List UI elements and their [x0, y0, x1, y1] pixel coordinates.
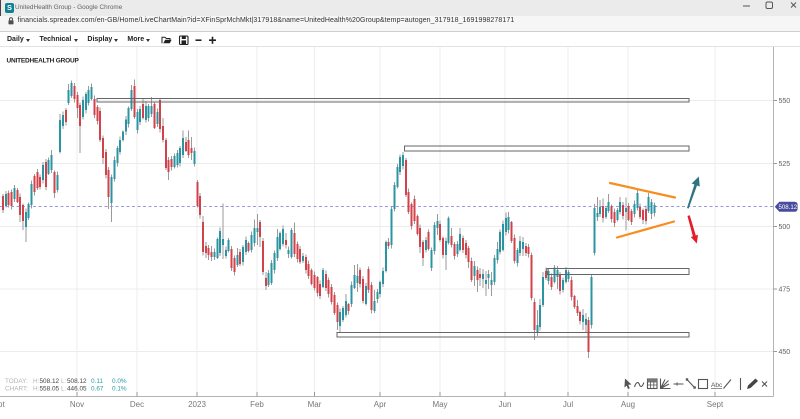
svg-text:2023: 2023 — [188, 400, 206, 409]
svg-text:0.0%: 0.0% — [112, 378, 127, 385]
svg-text:Nov: Nov — [70, 400, 84, 409]
svg-text:508.12: 508.12 — [40, 378, 60, 385]
svg-text:Feb: Feb — [250, 400, 264, 409]
svg-text:550: 550 — [779, 98, 791, 105]
svg-text:0.1%: 0.1% — [112, 386, 127, 393]
svg-text:CHART:: CHART: — [5, 386, 28, 393]
svg-text:558.05: 558.05 — [40, 386, 60, 393]
svg-text:Jun: Jun — [499, 400, 512, 409]
svg-text:Abc: Abc — [711, 382, 723, 389]
svg-text:TODAY:: TODAY: — [5, 378, 28, 385]
svg-text:H:: H: — [33, 386, 40, 393]
svg-text:Jul: Jul — [563, 400, 573, 409]
svg-text:Sept: Sept — [707, 400, 724, 409]
svg-text:Dec: Dec — [130, 400, 144, 409]
svg-text:Sept: Sept — [0, 400, 6, 409]
svg-text:508.12: 508.12 — [778, 204, 797, 211]
svg-text:L:: L: — [61, 378, 67, 385]
svg-text:H:: H: — [33, 378, 40, 385]
svg-text:May: May — [432, 400, 447, 409]
svg-text:L:: L: — [61, 386, 67, 393]
svg-text:0.67: 0.67 — [91, 386, 104, 393]
svg-text:508.12: 508.12 — [67, 378, 87, 385]
svg-text:Apr: Apr — [374, 400, 387, 409]
svg-text:446.05: 446.05 — [67, 386, 87, 393]
svg-text:Mar: Mar — [308, 400, 322, 409]
svg-text:450: 450 — [779, 349, 791, 356]
svg-text:0.11: 0.11 — [91, 378, 103, 385]
svg-text:Aug: Aug — [621, 400, 635, 409]
svg-text:UNITEDHEALTH GROUP: UNITEDHEALTH GROUP — [7, 58, 80, 65]
svg-text:475: 475 — [779, 287, 791, 294]
svg-text:500: 500 — [779, 224, 791, 231]
svg-text:525: 525 — [779, 161, 791, 168]
